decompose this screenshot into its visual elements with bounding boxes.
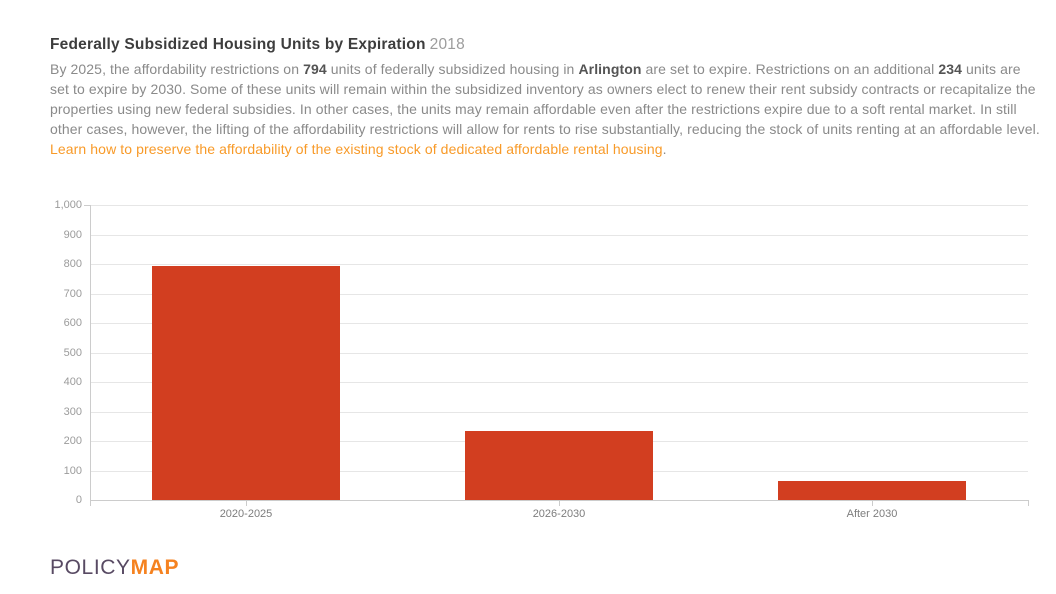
y-axis-tick-label: 600 [63,317,82,329]
paragraph-bold-value: Arlington [578,61,642,77]
y-axis-tick-label: 0 [75,494,82,506]
x-axis-end-tick [90,501,91,506]
bar-2020-2025[interactable] [152,266,340,500]
description-paragraph: By 2025, the affordability restrictions … [50,59,1040,159]
x-axis-end-tick [1028,501,1029,506]
y-axis-tick-label: 500 [63,347,82,359]
y-axis-tick-label: 800 [63,258,82,270]
logo-text-policy: POLICY [50,556,131,579]
paragraph-text: are set to expire. Restrictions on an ad… [641,61,939,77]
paragraph-bold-value: 794 [303,61,327,77]
x-axis-category-tick [559,501,560,506]
x-axis-category-label: After 2030 [846,508,898,520]
y-gridline [90,264,1028,265]
page-title: Federally Subsidized Housing Units by Ex… [50,36,465,54]
y-axis-tick-label: 100 [63,465,82,477]
y-gridline [90,353,1028,354]
page-title-year: 2018 [429,36,465,54]
y-gridline [90,205,1028,206]
policymap-logo[interactable]: POLICYMAP [50,556,179,580]
x-axis-category-label: 2020-2025 [219,508,273,520]
x-axis-line [90,500,1029,501]
paragraph-text: units are set to expire by 2030. Some of… [50,61,1040,137]
page-title-text: Federally Subsidized Housing Units by Ex… [50,36,426,54]
y-gridline [90,382,1028,383]
bar-2026-2030[interactable] [465,431,653,500]
y-axis-tick-label: 900 [63,229,82,241]
paragraph-text: units of federally subsidized housing in [326,61,579,77]
paragraph-text: By 2025, the affordability restrictions … [50,61,304,77]
x-axis-category-label: 2026-2030 [532,508,586,520]
y-gridline [90,294,1028,295]
preserve-affordability-link[interactable]: Learn how to preserve the affordability … [50,141,663,157]
bar-after-2030[interactable] [778,481,966,500]
y-axis-tick-label: 700 [63,288,82,300]
x-axis-category-tick [872,501,873,506]
paragraph-text: . [662,141,667,157]
logo-text-map: MAP [130,556,180,579]
y-axis-top-tick [84,205,90,206]
y-axis-tick-label: 300 [63,406,82,418]
y-axis-tick-label: 1,000 [54,199,82,211]
y-axis-line [90,205,91,500]
y-axis-tick-label: 200 [63,435,82,447]
x-axis-category-tick [246,501,247,506]
y-gridline [90,412,1028,413]
y-gridline [90,323,1028,324]
y-axis-tick-label: 400 [63,376,82,388]
paragraph-bold-value: 234 [938,61,963,77]
y-gridline [90,235,1028,236]
